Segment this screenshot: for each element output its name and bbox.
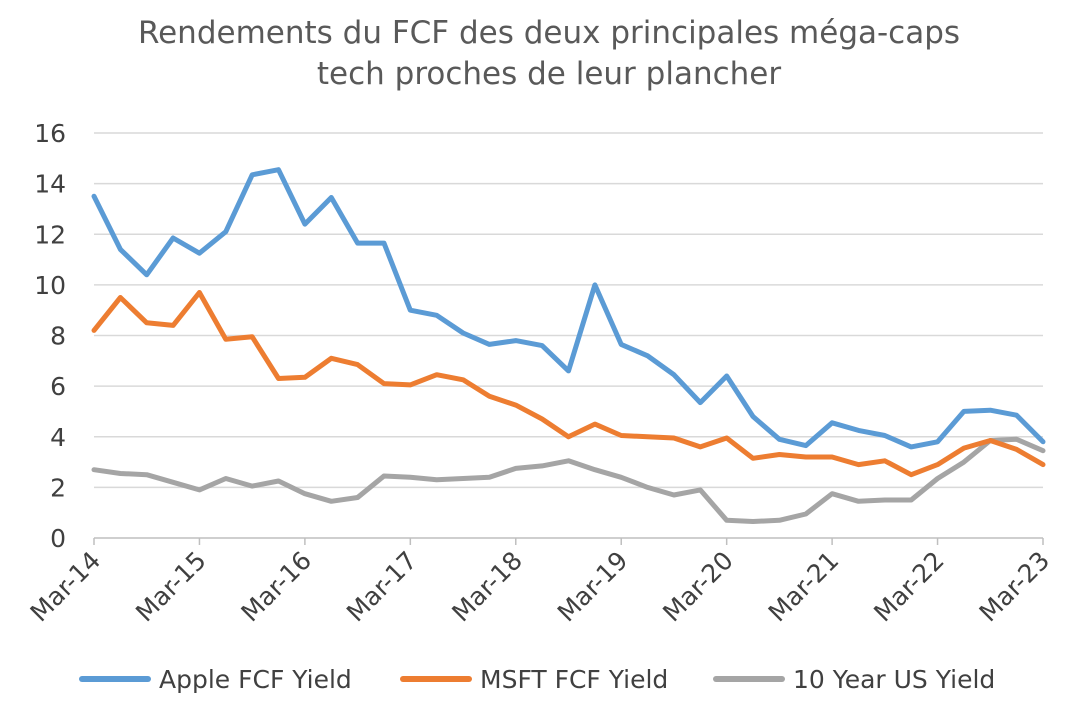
- x-tick-label: Mar-15: [130, 546, 212, 628]
- y-axis-tick-labels: 0 2 4 6 8 10 12 14 16: [34, 119, 66, 553]
- legend-label-msft-fcf-yield: MSFT FCF Yield: [480, 665, 668, 694]
- y-tick-label: 14: [34, 170, 66, 199]
- series-line-apple-fcf-yield: [91, 167, 1046, 450]
- x-tick-label: Mar-21: [763, 546, 845, 628]
- y-tick-label: 6: [50, 372, 66, 401]
- x-tick-label: Mar-19: [552, 546, 634, 628]
- series-line-msft-fcf-yield: [91, 290, 1046, 478]
- y-tick-label: 2: [50, 473, 66, 502]
- chart-title-line-1: Rendements du FCF des deux principales m…: [138, 15, 960, 51]
- y-tick-label: 8: [50, 322, 66, 351]
- series-lines: [91, 167, 1046, 524]
- x-tick-label: Mar-22: [868, 546, 950, 628]
- y-tick-label: 0: [50, 524, 66, 553]
- legend-label-10-year-us-yield: 10 Year US Yield: [793, 665, 995, 694]
- chart-title-line-2: tech proches de leur plancher: [317, 56, 781, 92]
- x-tick-label: Mar-20: [657, 546, 739, 628]
- legend-label-apple-fcf-yield: Apple FCF Yield: [159, 665, 352, 694]
- y-tick-label: 16: [34, 119, 66, 148]
- series-line-10-year-us-yield: [91, 436, 1046, 524]
- x-tick-label: Mar-16: [236, 546, 318, 628]
- legend: Apple FCF Yield MSFT FCF Yield 10 Year US …: [79, 665, 995, 694]
- x-tick-label: Mar-17: [341, 546, 423, 628]
- y-tick-label: 4: [50, 423, 66, 452]
- x-tick-label: Mar-14: [25, 546, 107, 628]
- y-tick-label: 12: [34, 220, 66, 249]
- x-tick-label: Mar-23: [974, 546, 1056, 628]
- x-tick-label: Mar-18: [446, 546, 528, 628]
- x-axis-tick-labels: Mar-14 Mar-15 Mar-16 Mar-17 Mar-18 Mar-19 Mar-…: [25, 546, 1056, 628]
- y-tick-label: 10: [34, 271, 66, 300]
